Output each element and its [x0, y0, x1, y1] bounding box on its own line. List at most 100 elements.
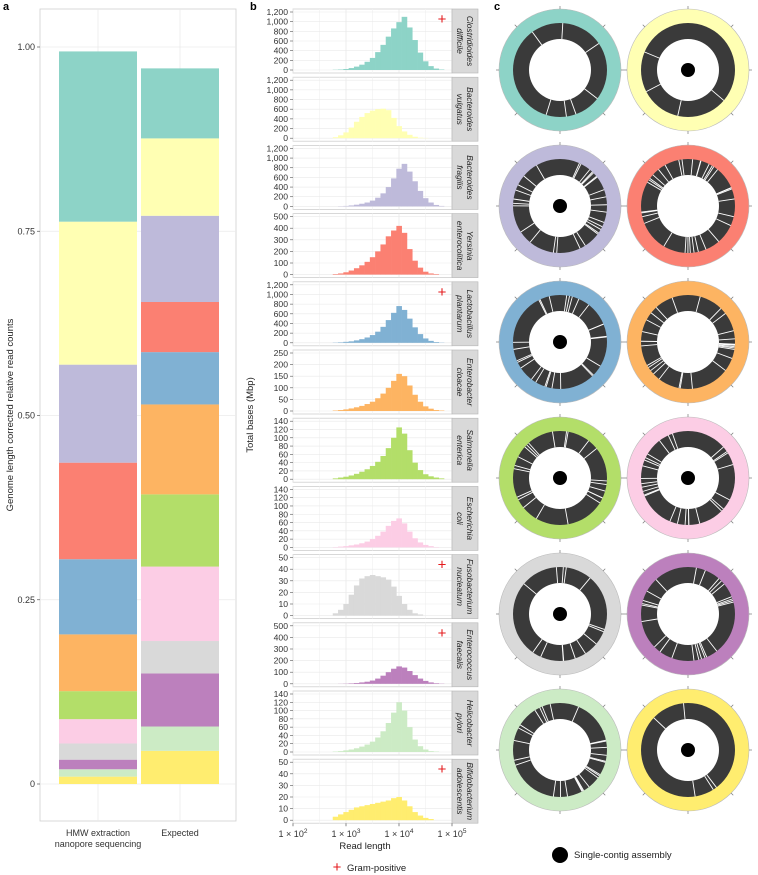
panel-b-histogram-bar: [385, 36, 392, 70]
circular-map-gap: [590, 209, 607, 213]
panel-b-facet-label: Clostridioidesdifficile: [455, 16, 475, 67]
panel-b-histogram-bar: [396, 427, 402, 480]
panel-b-histogram-bar: [391, 586, 397, 616]
circular-map-gap: [671, 433, 679, 449]
panel-b-read-length-histograms: 02004006008001,0001,200Clostridioidesdif…: [245, 7, 479, 875]
circular-map-gap: [588, 189, 605, 196]
panel-b-histogram-bar: [380, 456, 387, 480]
panel-b-histogram-bar: [332, 274, 339, 275]
panel-b-xtick-base: 1 × 10: [438, 829, 463, 839]
circular-map-scale-tick: [602, 384, 606, 388]
panel-b-histogram-bar: [369, 401, 376, 411]
circular-map-gap: [532, 639, 543, 653]
panel-b-histogram-bar: [375, 109, 381, 139]
circular-map-gap: [655, 307, 668, 320]
panel-b-histogram-bar: [353, 473, 360, 480]
circular-map-gap: [658, 366, 670, 380]
panel-b-ytick-label: 0: [283, 679, 288, 689]
panel-b-histogram-bar: [422, 474, 429, 480]
panel-b-histogram-bar: [375, 52, 381, 70]
panel-b-ytick-label: 400: [274, 223, 289, 233]
circular-map-gap: [581, 363, 594, 376]
circular-map-gap: [588, 323, 604, 331]
circular-map-gap: [669, 506, 677, 522]
panel-b-histogram-bar: [338, 273, 344, 275]
panel-b-facet-label-line: Escherichia: [465, 497, 475, 541]
panel-b-ytick-label: 10: [278, 599, 288, 609]
panel-a-bar-segment: [59, 769, 137, 777]
panel-b-histogram-bar: [364, 805, 371, 821]
panel-b-ytick-label: 100: [274, 501, 289, 511]
panel-b-histogram-bar: [401, 523, 408, 548]
panel-b-histogram-bar: [401, 163, 408, 207]
panel-b-histogram-bar: [348, 594, 355, 616]
panel-b-histogram-bar: [343, 546, 349, 548]
circular-map-gap: [569, 643, 576, 659]
panel-b-ytick-label: 200: [274, 328, 289, 338]
circular-map-scale-tick: [730, 792, 734, 796]
panel-b-ytick-label: 60: [278, 449, 288, 459]
panel-b-histogram-bar: [369, 200, 376, 207]
single-contig-marker: [681, 471, 695, 485]
panel-b-ytick-label: 200: [274, 124, 289, 134]
panel-b-ytick-label: 800: [274, 26, 289, 36]
panel-b-xtick-base: 1 × 10: [279, 829, 304, 839]
panel-b-ytick-label: 0: [283, 201, 288, 211]
panel-b-facet-label: Yersiniaenterocolitica: [455, 221, 475, 271]
panel-b-histogram-bar: [396, 595, 402, 616]
circular-map-gap: [718, 198, 735, 202]
circular-map-gap: [515, 189, 531, 196]
panel-b-histogram-bar: [391, 117, 397, 139]
panel-b-facet-label-line: Enterococcus: [465, 629, 475, 681]
circular-map-gap: [715, 492, 730, 501]
circular-map-gap: [564, 508, 569, 525]
circular-map-scale-tick: [602, 112, 606, 116]
panel-b-ytick-label: 300: [274, 644, 289, 654]
panel-b-histogram-bar: [385, 187, 392, 207]
panel-b-facet-label-line: Lactobacillus: [465, 290, 475, 339]
circular-map-gap: [581, 172, 594, 185]
circular-map-gap: [717, 464, 734, 470]
panel-b-ytick-label: 1,200: [266, 75, 288, 85]
circular-map-gap: [539, 299, 548, 315]
panel-b-ytick-label: 200: [274, 246, 289, 256]
circular-map-gap: [716, 218, 731, 226]
circular-map-scale-tick: [514, 296, 518, 300]
circular-map-scale-tick: [514, 24, 518, 28]
panel-b-histogram-bar: [380, 531, 387, 548]
panel-b-histogram-bar: [406, 671, 413, 684]
circular-map-center: [657, 175, 719, 237]
panel-b-histogram-bar: [385, 387, 392, 411]
circular-map: [496, 686, 624, 814]
circular-map-scale-tick: [730, 384, 734, 388]
circular-map-gap: [650, 312, 664, 324]
circular-map-gap: [552, 431, 556, 448]
circular-map: [624, 686, 752, 814]
panel-b-histogram-bar: [401, 604, 408, 616]
circular-map-scale-tick: [730, 296, 734, 300]
circular-map-gap: [641, 344, 658, 347]
panel-b-histogram-bar: [401, 710, 408, 752]
panel-b-ytick-label: 50: [278, 757, 288, 767]
panel-b-ytick-label: 500: [274, 621, 289, 631]
panel-b-x-ticks: 1 × 102 1 × 103 1 × 104 1 × 105: [279, 823, 467, 839]
circular-map-gap: [556, 236, 559, 253]
circular-map-gap: [681, 159, 685, 176]
panel-b-histogram-bar: [369, 335, 376, 343]
circular-map-gap: [523, 497, 537, 508]
circular-map-gap: [578, 304, 590, 318]
circular-map-gap: [704, 775, 714, 790]
gram-positive-marker: +: [438, 11, 447, 28]
circular-map-gap: [589, 757, 606, 762]
panel-a-bar-segment: [141, 566, 219, 642]
panel-b-facet-strip: [451, 417, 479, 483]
panel-b-ytick-label: 20: [278, 466, 288, 476]
panel-b-histogram-bar: [332, 137, 339, 139]
circular-map-scale-tick: [642, 656, 646, 660]
panel-b-facet-label-line: Bacteroides: [465, 87, 475, 132]
panel-b-histogram-bar: [422, 544, 429, 548]
panel-b-histogram-bar: [391, 798, 397, 821]
circular-map-scale-tick: [514, 656, 518, 660]
panel-b-ytick-label: 0: [283, 65, 288, 75]
